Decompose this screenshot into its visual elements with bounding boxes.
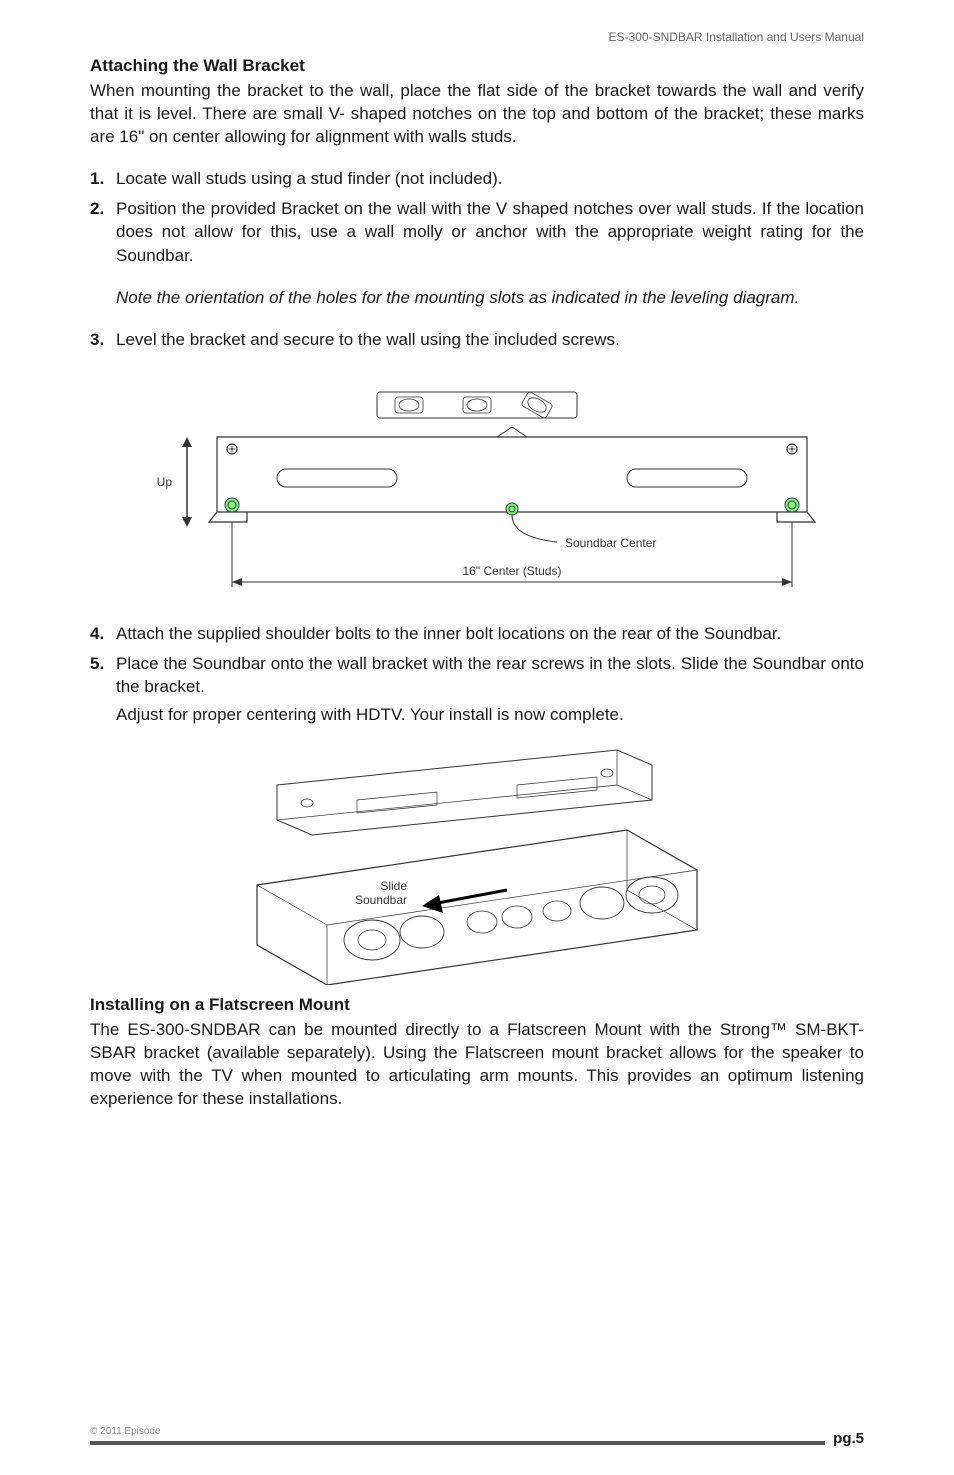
step-1: 1. Locate wall studs using a stud finder… [90,167,864,191]
step-number: 4. [90,622,116,646]
step-2: 2. Position the provided Bracket on the … [90,197,864,268]
step-number: 5. [90,652,116,700]
step-number: 3. [90,328,116,352]
step-text: Position the provided Bracket on the wal… [116,197,864,268]
copyright-text: © 2011 Episode [90,1426,161,1437]
footer-divider [90,1441,864,1445]
svg-text:Slide: Slide [380,879,407,893]
soundbar-slide-diagram: Slide Soundbar [90,735,864,985]
step-text: Place the Soundbar onto the wall bracket… [116,652,864,700]
step-4: 4. Attach the supplied shoulder bolts to… [90,622,864,646]
step-number: 2. [90,197,116,268]
step-text: Level the bracket and secure to the wall… [116,328,864,352]
section-title-flatscreen: Installing on a Flatscreen Mount [90,995,864,1015]
step-5-continuation: Adjust for proper centering with HDTV. Y… [116,705,864,725]
note-text: Note the orientation of the holes for th… [116,288,864,308]
step-number: 1. [90,167,116,191]
flatscreen-paragraph: The ES-300-SNDBAR can be mounted directl… [90,1019,864,1111]
bracket-diagram: Up [90,382,864,602]
svg-text:Soundbar Center: Soundbar Center [565,536,656,550]
section-title-attaching: Attaching the Wall Bracket [90,56,864,76]
svg-text:Soundbar: Soundbar [355,893,407,907]
page-footer: © 2011 Episode pg.5 [90,1421,864,1445]
step-3: 3. Level the bracket and secure to the w… [90,328,864,352]
step-text: Locate wall studs using a stud finder (n… [116,167,864,191]
svg-text:16" Center (Studs): 16" Center (Studs) [463,564,562,578]
step-5: 5. Place the Soundbar onto the wall brac… [90,652,864,700]
svg-text:Up: Up [157,475,173,489]
page-number: pg.5 [825,1430,864,1447]
document-header: ES-300-SNDBAR Installation and Users Man… [90,30,864,44]
step-text: Attach the supplied shoulder bolts to th… [116,622,864,646]
intro-paragraph: When mounting the bracket to the wall, p… [90,80,864,149]
